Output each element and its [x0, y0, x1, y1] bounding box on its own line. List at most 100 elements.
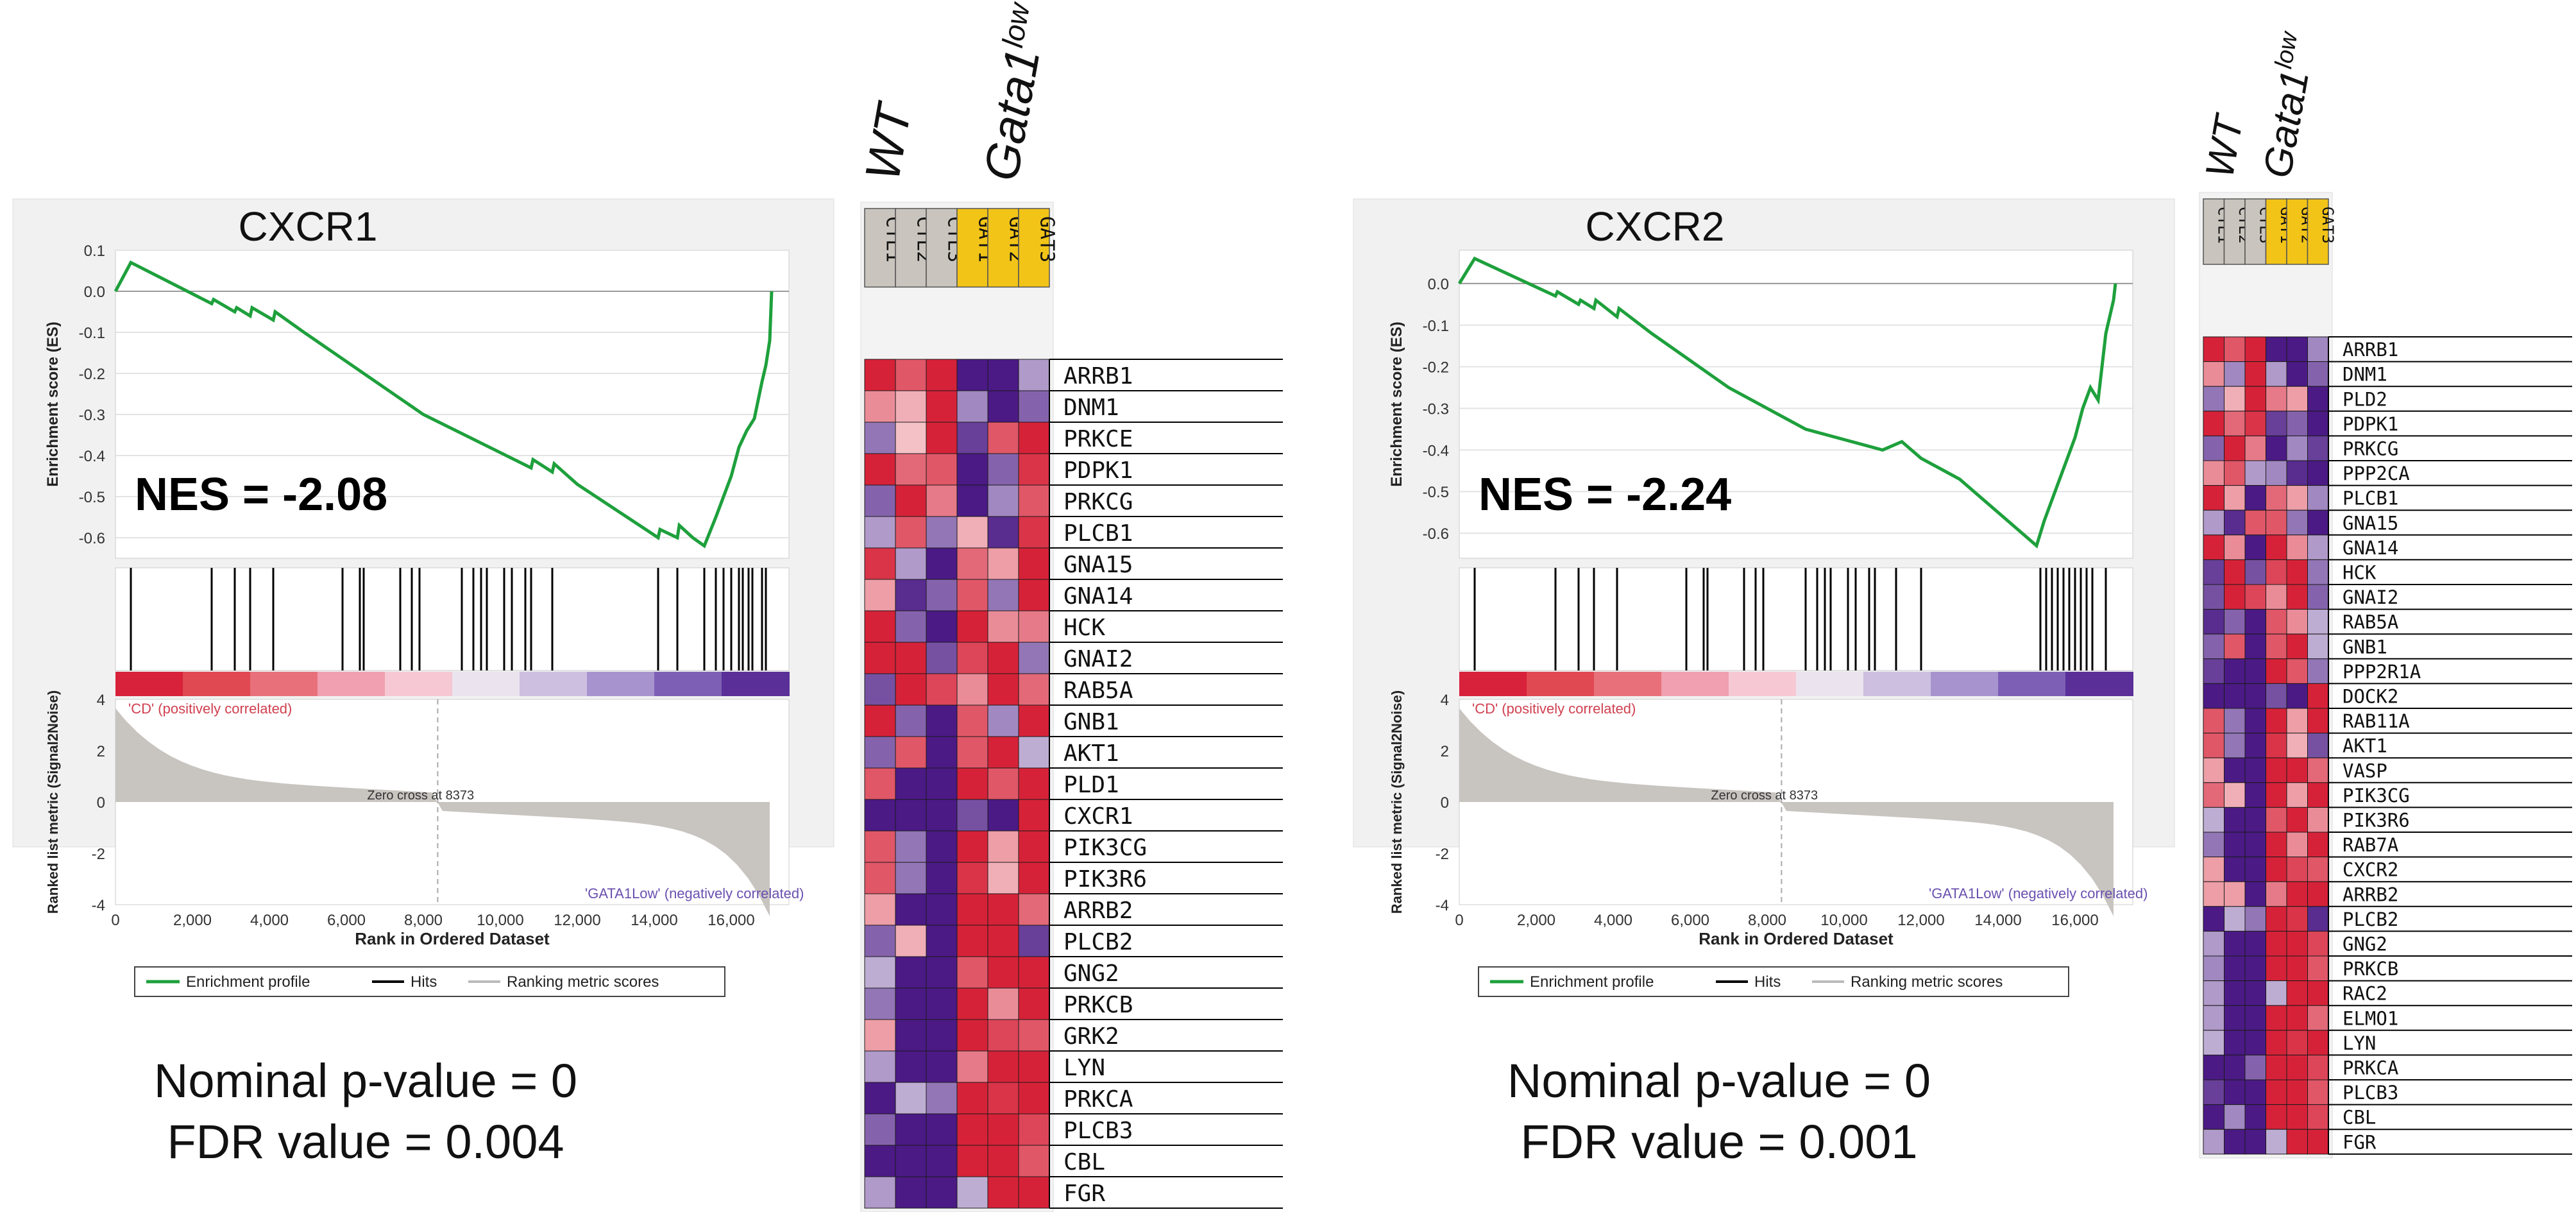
cxcr2-heatmap-cell [2286, 857, 2308, 882]
cxcr1-heatmap-cell [987, 642, 1019, 674]
cxcr1-heatmap-cell [1018, 359, 1050, 391]
cxcr2-legend-box [1478, 966, 2069, 997]
cxcr1-heatmap-cell [987, 673, 1019, 706]
cxcr1-heatmap-cell [956, 704, 988, 737]
cxcr2-heatmap-cell [2307, 782, 2329, 808]
cxcr1-heatmap-cell [987, 736, 1019, 769]
cxcr1-heatmap-cell [1018, 987, 1050, 1020]
cxcr2-gene-label: FGR [2343, 1131, 2377, 1153]
cxcr2-heatmap-cell [2266, 1129, 2287, 1155]
cxcr2-metric-tick-label: 2 [1441, 743, 1449, 760]
cxcr2-x-tick-label: 14,000 [1974, 912, 2021, 929]
cxcr1-heatmap-cell [956, 673, 988, 706]
cxcr2-gene-label: PLCB1 [2343, 488, 2398, 509]
cxcr2-heatmap-cell [2307, 1104, 2329, 1130]
cxcr2-gene-label: CXCR2 [2343, 859, 2398, 881]
cxcr1-ranking-bar-segment [115, 672, 183, 696]
cxcr1-gene-label: PLCB1 [1063, 520, 1133, 547]
cxcr2-heatmap-cell [2224, 733, 2246, 758]
cxcr1-heatmap-cell [1018, 1176, 1050, 1209]
cxcr1-gene-label: PRKCB [1063, 992, 1133, 1018]
cxcr2-ranking-bar-segment [1729, 672, 1797, 696]
cxcr2-heatmap-cell [2266, 609, 2287, 635]
cxcr2-panel-title: CXCR2 [1586, 203, 1725, 250]
cxcr2-heatmap-cell [2266, 485, 2287, 511]
cxcr1-gene-label: PIK3R6 [1063, 866, 1147, 892]
cxcr1-heatmap-cell [926, 390, 958, 423]
cxcr2-positive-correlation-label: 'CD' (positively correlated) [1472, 701, 1636, 717]
cxcr2-heatmap-cell [2224, 435, 2246, 461]
cxcr1-heatmap-cell [926, 862, 958, 894]
cxcr2-heatmap-cell [2286, 485, 2308, 511]
cxcr1-gene-label: ARRB2 [1063, 898, 1133, 924]
cxcr1-heatmap-cell [926, 453, 958, 486]
cxcr2-x-axis-label: Rank in Ordered Dataset [1699, 929, 1894, 948]
cxcr2-heatmap-cell [2224, 857, 2246, 882]
cxcr2-heatmap-cell [2266, 386, 2287, 412]
cxcr1-heatmap-cell [926, 925, 958, 957]
cxcr2-heatmap-cell [2203, 832, 2224, 858]
cxcr2-heatmap-cell [2266, 1079, 2287, 1105]
cxcr2-heatmap-cell [2203, 1005, 2224, 1031]
cxcr1-heatmap-cell [1018, 610, 1050, 643]
cxcr1-ranking-bar-segment [452, 672, 520, 696]
cxcr2-heatmap-cell [2266, 1054, 2287, 1080]
cxcr2-heatmap-cell [2203, 1079, 2224, 1105]
cxcr2-heatmap-cell [2266, 857, 2287, 882]
cxcr2-heatmap-cell [2286, 782, 2308, 808]
cxcr2-heatmap-cell [2307, 559, 2329, 585]
cxcr2-heatmap-cell [2224, 534, 2246, 560]
cxcr1-heatmap-cell [956, 390, 988, 423]
cxcr2-heatmap-cell [2286, 1129, 2308, 1155]
cxcr1-gene-label: GNA15 [1063, 552, 1133, 578]
cxcr1-heatmap-cell [864, 579, 896, 611]
cxcr1-es-tick-label: -0.6 [79, 530, 105, 547]
cxcr2-heatmap-cell [2286, 955, 2308, 982]
cxcr2-x-tick-label: 4,000 [1594, 912, 1632, 929]
cxcr2-heatmap-cell [2244, 386, 2266, 412]
cxcr2-heatmap-cell [2266, 980, 2287, 1006]
cxcr1-negative-correlation-label: 'GATA1Low' (negatively correlated) [585, 885, 804, 901]
cxcr2-heatmap-cell [2266, 733, 2287, 758]
cxcr2-heatmap-cell [2224, 782, 2246, 808]
cxcr2-heatmap-cell [2286, 411, 2308, 436]
cxcr1-gene-label: PLD1 [1063, 772, 1119, 798]
cxcr2-heatmap-cell [2266, 658, 2287, 684]
cxcr1-ranking-bar-segment [722, 672, 790, 696]
cxcr2-heatmap-cell [2266, 757, 2287, 783]
cxcr2-column-label: GAT3 [2319, 207, 2337, 244]
cxcr2-heatmap-cell [2286, 906, 2308, 932]
cxcr2-heatmap-cell [2244, 807, 2266, 833]
cxcr1-heatmap-cell [926, 736, 958, 769]
cxcr2-heatmap-cell [2286, 460, 2308, 486]
cxcr1-heatmap-cell [987, 547, 1019, 580]
cxcr2-heatmap-cell [2203, 930, 2224, 957]
cxcr1-heatmap-cell [956, 830, 988, 863]
cxcr2-heatmap-cell [2224, 509, 2246, 536]
cxcr2-group-label-superscript: low [2270, 28, 2303, 71]
cxcr1-heatmap-cell [926, 987, 958, 1020]
cxcr1-heatmap-cell [895, 925, 927, 957]
cxcr2-gene-label: RAB7A [2343, 834, 2398, 856]
cxcr2-heatmap-cell [2224, 930, 2246, 957]
cxcr2-x-tick-label: 8,000 [1748, 912, 1786, 929]
cxcr2-gene-label: ARRB1 [2343, 339, 2398, 361]
cxcr1-heatmap-cell [956, 453, 988, 486]
cxcr2-gene-label: PRKCB [2343, 958, 2398, 980]
cxcr1-heatmap-cell [926, 422, 958, 454]
cxcr1-gene-label: GRK2 [1063, 1023, 1119, 1050]
cxcr1-heatmap-cell [864, 422, 896, 454]
cxcr2-ranking-metric-area [1459, 708, 2114, 916]
cxcr2-heatmap-cell [2266, 411, 2287, 436]
cxcr1-heatmap-cell [1018, 484, 1050, 517]
cxcr1-es-tick-label: -0.2 [79, 366, 105, 383]
cxcr2-metric-tick-label: 4 [1441, 692, 1449, 709]
cxcr2-heatmap-cell [2307, 336, 2329, 363]
cxcr1-heatmap-cell [1018, 1082, 1050, 1114]
cxcr1-heatmap-cell [1018, 767, 1050, 800]
cxcr2-heatmap-cell [2286, 683, 2308, 709]
cxcr1-heatmap-cell [1018, 390, 1050, 423]
cxcr2-heatmap-cell [2203, 633, 2224, 660]
cxcr2-heatmap-cell [2286, 534, 2308, 560]
